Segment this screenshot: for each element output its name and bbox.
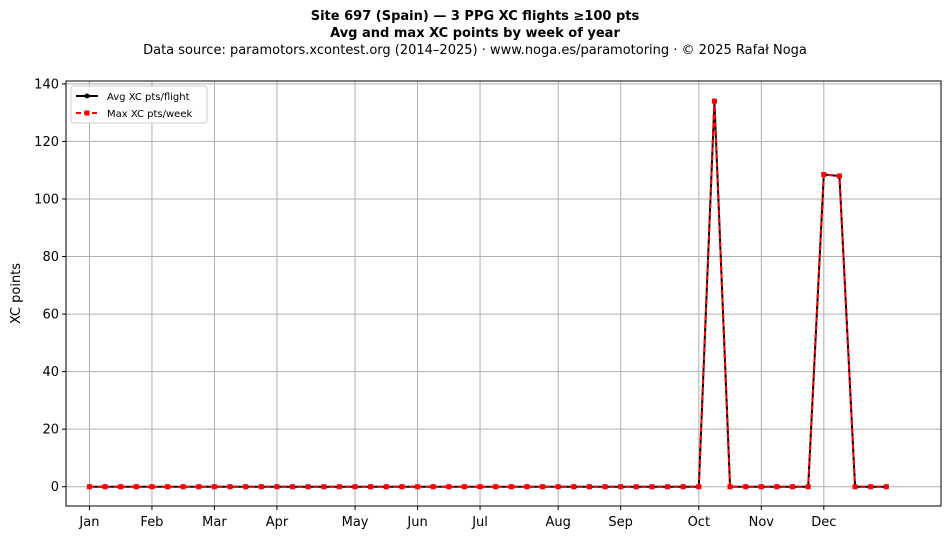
y-tick-label-1: 20 xyxy=(42,423,59,438)
data-point-s1-w39 xyxy=(696,484,702,490)
data-point-s1-w15 xyxy=(321,484,327,490)
data-source-line: Data source: paramotors.xcontest.org (20… xyxy=(143,43,807,58)
data-point-s1-w21 xyxy=(415,484,421,490)
chart-titles: Site 697 (Spain) — 3 PPG XC flights ≥100… xyxy=(0,8,950,59)
data-point-s1-w2 xyxy=(118,484,124,490)
data-point-s1-w49 xyxy=(852,484,858,490)
data-point-s1-w40 xyxy=(711,98,717,104)
series-markers-0 xyxy=(86,98,889,490)
x-tick-label-jun: Jun xyxy=(406,515,427,530)
data-point-s1-w34 xyxy=(618,484,624,490)
data-point-s1-w31 xyxy=(571,484,577,490)
x-tick-label-sep: Sep xyxy=(608,515,633,530)
data-point-s1-w41 xyxy=(727,484,733,490)
data-point-s1-w8 xyxy=(211,484,217,490)
x-tick-label-nov: Nov xyxy=(749,515,775,530)
data-point-s1-w37 xyxy=(665,484,671,490)
data-point-s1-w10 xyxy=(243,484,249,490)
x-tick-label-aug: Aug xyxy=(545,515,570,530)
x-tick-label-oct: Oct xyxy=(688,515,710,530)
data-point-s1-w5 xyxy=(165,484,171,490)
series-line-1 xyxy=(89,100,887,488)
y-axis-label: XC points xyxy=(9,263,24,324)
data-point-s1-w16 xyxy=(336,484,342,490)
data-point-s1-w11 xyxy=(258,484,264,490)
data-point-s1-w4 xyxy=(149,484,155,490)
legend-marker-avg xyxy=(84,93,90,99)
y-axis: 0 20 40 60 80 100 120 140 xyxy=(34,77,66,495)
data-point-s1-w3 xyxy=(133,484,139,490)
data-point-s1-w24 xyxy=(461,484,467,490)
y-tick-label-3: 60 xyxy=(42,308,59,323)
data-point-s1-w50 xyxy=(868,484,874,490)
chart-subtitle: Avg and max XC points by week of year xyxy=(330,26,620,41)
x-axis: Jan Feb Mar Apr May Jun Jul Aug Sep Oct Nov Dec xyxy=(78,506,836,530)
legend-label-max: Max XC pts/week xyxy=(107,109,192,120)
data-point-s1-w45 xyxy=(790,484,796,490)
data-point-s1-w48 xyxy=(836,173,842,179)
data-point-s1-w27 xyxy=(508,484,514,490)
series-markers-1 xyxy=(86,98,889,490)
data-point-s1-w17 xyxy=(352,484,358,490)
x-tick-label-feb: Feb xyxy=(140,515,163,530)
plot-frame xyxy=(65,80,942,507)
data-point-s1-w25 xyxy=(477,484,483,490)
data-point-s1-w44 xyxy=(774,484,780,490)
legend-box xyxy=(70,85,208,124)
y-tick-label-4: 80 xyxy=(42,250,59,265)
data-point-s1-w20 xyxy=(399,484,405,490)
data-point-s1-w51 xyxy=(883,484,889,490)
data-point-s1-w36 xyxy=(649,484,655,490)
legend-label-avg: Avg XC pts/flight xyxy=(107,92,190,103)
data-point-s1-w29 xyxy=(540,484,546,490)
data-point-s1-w38 xyxy=(680,484,686,490)
data-point-s1-w7 xyxy=(196,484,202,490)
chart-title: Site 697 (Spain) — 3 PPG XC flights ≥100… xyxy=(310,9,640,24)
data-point-s1-w14 xyxy=(305,484,311,490)
y-tick-label-0: 0 xyxy=(51,480,59,495)
data-point-s1-w35 xyxy=(633,484,639,490)
data-point-s1-w32 xyxy=(586,484,592,490)
data-point-s1-w9 xyxy=(227,484,233,490)
data-point-s1-w43 xyxy=(758,484,764,490)
data-point-s1-w33 xyxy=(602,484,608,490)
data-point-s1-w18 xyxy=(368,484,374,490)
y-tick-label-2: 40 xyxy=(42,365,59,380)
x-tick-label-dec: Dec xyxy=(811,515,836,530)
x-tick-label-jul: Jul xyxy=(471,515,488,530)
series-layer xyxy=(86,98,889,490)
x-tick-label-jan: Jan xyxy=(78,515,99,530)
x-tick-label-apr: Apr xyxy=(266,515,289,530)
data-point-s1-w6 xyxy=(180,484,186,490)
y-tick-label-5: 100 xyxy=(34,192,59,207)
data-point-s1-w12 xyxy=(274,484,280,490)
data-point-s1-w0 xyxy=(86,484,92,490)
data-point-s1-w1 xyxy=(102,484,108,490)
data-point-s1-w47 xyxy=(821,172,827,178)
data-point-s1-w46 xyxy=(805,484,811,490)
data-point-s1-w26 xyxy=(493,484,499,490)
data-point-s1-w28 xyxy=(524,484,530,490)
x-tick-label-mar: Mar xyxy=(202,515,227,530)
legend: Avg XC pts/flight Max XC pts/week xyxy=(70,85,208,124)
x-tick-label-may: May xyxy=(342,515,369,530)
legend-marker-max xyxy=(84,110,90,116)
data-point-s1-w19 xyxy=(383,484,389,490)
data-point-s1-w30 xyxy=(555,484,561,490)
data-point-s1-w13 xyxy=(290,484,296,490)
data-point-s1-w22 xyxy=(430,484,436,490)
data-point-s1-w23 xyxy=(446,484,452,490)
y-tick-label-7: 140 xyxy=(34,77,59,92)
y-tick-label-6: 120 xyxy=(34,135,59,150)
data-point-s1-w42 xyxy=(743,484,749,490)
